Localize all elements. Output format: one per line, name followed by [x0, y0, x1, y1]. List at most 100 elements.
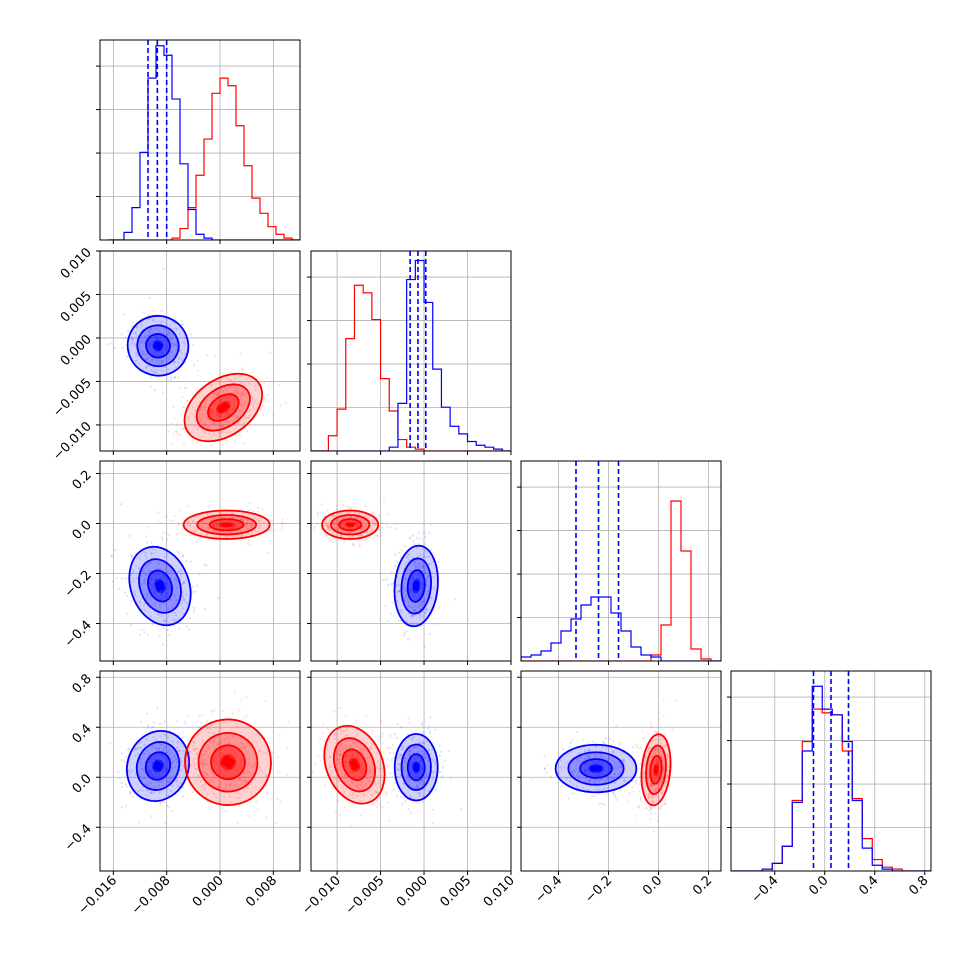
scatter-point	[373, 519, 376, 522]
scatter-point	[409, 588, 412, 591]
scatter-point	[417, 562, 420, 565]
scatter-point	[265, 376, 268, 380]
scatter-point	[317, 514, 320, 517]
scatter-point	[149, 730, 152, 733]
scatter-point	[192, 343, 195, 347]
scatter-point	[575, 773, 578, 776]
scatter-point	[599, 753, 602, 756]
scatter-point	[188, 616, 192, 620]
scatter-point	[355, 784, 358, 787]
scatter-point	[426, 764, 429, 767]
scatter-point	[150, 552, 153, 555]
scatter-point	[362, 525, 365, 528]
scatter-point	[403, 597, 406, 600]
scatter-point	[188, 751, 191, 754]
scatter-point	[240, 742, 243, 745]
scatter-point	[337, 799, 340, 803]
scatter-point	[399, 792, 402, 795]
scatter-point	[343, 774, 346, 777]
density-blue	[393, 733, 439, 802]
scatter-point	[165, 552, 169, 555]
scatter-point	[181, 745, 184, 748]
scatter-point	[167, 333, 170, 336]
scatter-point	[148, 330, 151, 333]
scatter-point	[422, 565, 425, 568]
scatter-point	[328, 538, 332, 541]
scatter-point	[211, 516, 214, 520]
scatter-point	[251, 403, 255, 406]
scatter-point	[584, 780, 587, 783]
scatter-point	[165, 347, 169, 350]
scatter-point	[666, 753, 669, 756]
density-blue	[126, 315, 190, 377]
scatter-point	[331, 770, 334, 773]
scatter-point	[585, 777, 588, 780]
scatter-point	[148, 761, 151, 764]
scatter-point	[658, 782, 661, 785]
scatter-point	[182, 406, 186, 409]
scatter-point	[175, 598, 178, 601]
scatter-point	[244, 746, 247, 749]
scatter-point	[339, 534, 342, 537]
scatter-point	[662, 744, 665, 748]
scatter-point	[423, 646, 426, 649]
scatter-point	[170, 342, 173, 345]
scatter-point	[398, 756, 401, 760]
scatter-point	[386, 526, 389, 529]
scatter-point	[543, 767, 547, 770]
scatter-point	[167, 584, 171, 587]
scatter-point	[280, 521, 284, 524]
scatter-point	[227, 413, 230, 416]
scatter-point	[265, 792, 268, 795]
scatter-point	[131, 337, 134, 340]
scatter-point	[183, 598, 186, 601]
scatter-point	[206, 800, 209, 803]
scatter-point	[284, 401, 288, 405]
scatter-point	[240, 746, 243, 749]
scatter-point	[420, 721, 424, 725]
scatter-point	[202, 406, 205, 409]
scatter-point	[412, 736, 415, 739]
scatter-point	[131, 770, 134, 773]
scatter-point	[128, 792, 132, 795]
y-tick-label: 0.8	[70, 671, 95, 696]
scatter-point	[421, 764, 424, 767]
scatter-point	[423, 599, 426, 602]
scatter-point	[153, 572, 156, 576]
scatter-point	[160, 309, 163, 312]
scatter-point	[413, 564, 416, 567]
scatter-point	[328, 527, 331, 530]
scatter-point	[246, 521, 249, 524]
scatter-point	[193, 527, 196, 530]
scatter-point	[182, 596, 185, 599]
scatter-point	[116, 770, 120, 774]
scatter-point	[128, 747, 131, 750]
scatter-point	[572, 783, 575, 786]
scatter-point	[221, 430, 224, 433]
scatter-point	[328, 526, 331, 529]
scatter-point	[163, 555, 166, 558]
scatter-point	[587, 749, 590, 752]
panel-3-2: −0.4 −0.2 0.0 0.2	[517, 670, 722, 906]
scatter-point	[647, 794, 650, 797]
scatter-point	[607, 776, 610, 779]
scatter-point	[198, 725, 201, 729]
scatter-point	[587, 779, 591, 783]
scatter-point	[336, 520, 339, 524]
density-peak	[154, 580, 166, 592]
panel-0-0	[96, 39, 301, 244]
scatter-point	[357, 516, 360, 520]
scatter-point	[286, 773, 289, 776]
scatter-point	[143, 551, 146, 554]
contour-line	[321, 509, 380, 540]
scatter-point	[386, 758, 389, 761]
scatter-point	[425, 577, 429, 581]
scatter-point	[248, 513, 251, 516]
scatter-point	[151, 588, 154, 591]
scatter-point	[149, 615, 152, 618]
scatter-point	[360, 533, 363, 537]
scatter-point	[110, 555, 114, 558]
scatter-point	[347, 505, 350, 508]
scatter-point	[234, 784, 237, 787]
scatter-point	[144, 535, 148, 538]
